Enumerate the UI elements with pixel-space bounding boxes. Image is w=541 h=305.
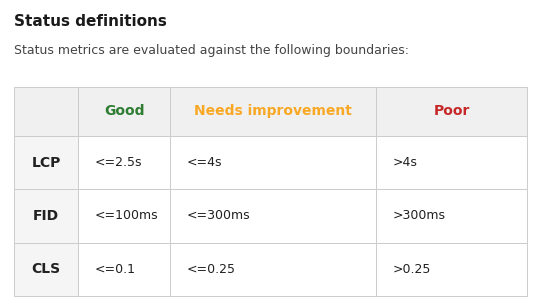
FancyBboxPatch shape bbox=[170, 87, 376, 136]
FancyBboxPatch shape bbox=[376, 136, 527, 189]
FancyBboxPatch shape bbox=[170, 242, 376, 296]
Text: <=2.5s: <=2.5s bbox=[95, 156, 142, 169]
Text: Good: Good bbox=[104, 105, 144, 118]
FancyBboxPatch shape bbox=[78, 87, 170, 136]
Text: >300ms: >300ms bbox=[392, 210, 445, 222]
Text: CLS: CLS bbox=[31, 262, 61, 276]
FancyBboxPatch shape bbox=[170, 189, 376, 242]
Text: <=0.1: <=0.1 bbox=[95, 263, 136, 276]
FancyBboxPatch shape bbox=[376, 189, 527, 242]
FancyBboxPatch shape bbox=[14, 242, 78, 296]
Text: FID: FID bbox=[33, 209, 59, 223]
FancyBboxPatch shape bbox=[78, 189, 170, 242]
Text: <=300ms: <=300ms bbox=[187, 210, 250, 222]
FancyBboxPatch shape bbox=[376, 242, 527, 296]
FancyBboxPatch shape bbox=[170, 136, 376, 189]
Text: Status definitions: Status definitions bbox=[14, 14, 167, 29]
Text: Poor: Poor bbox=[433, 105, 470, 118]
FancyBboxPatch shape bbox=[78, 242, 170, 296]
Text: Status metrics are evaluated against the following boundaries:: Status metrics are evaluated against the… bbox=[14, 44, 408, 57]
Text: <=100ms: <=100ms bbox=[95, 210, 159, 222]
FancyBboxPatch shape bbox=[14, 189, 78, 242]
Text: <=4s: <=4s bbox=[187, 156, 222, 169]
FancyBboxPatch shape bbox=[14, 136, 78, 189]
Text: >4s: >4s bbox=[392, 156, 417, 169]
Text: LCP: LCP bbox=[31, 156, 61, 170]
FancyBboxPatch shape bbox=[14, 87, 78, 136]
Text: >0.25: >0.25 bbox=[392, 263, 431, 276]
FancyBboxPatch shape bbox=[376, 87, 527, 136]
FancyBboxPatch shape bbox=[78, 136, 170, 189]
Text: <=0.25: <=0.25 bbox=[187, 263, 236, 276]
Text: Needs improvement: Needs improvement bbox=[194, 105, 352, 118]
